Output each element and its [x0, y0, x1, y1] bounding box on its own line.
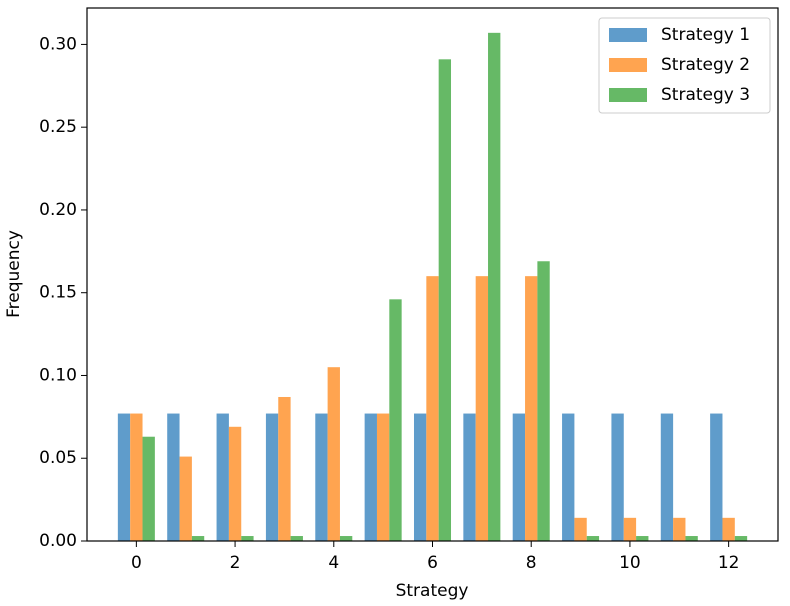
legend-label: Strategy 2	[661, 55, 750, 75]
bar	[216, 413, 229, 541]
y-tick-label: 0.25	[39, 117, 77, 137]
bar	[315, 413, 328, 541]
bar	[685, 536, 698, 541]
x-tick-label: 2	[230, 553, 241, 573]
bar	[265, 413, 279, 541]
bar	[376, 413, 390, 541]
bar	[722, 517, 735, 541]
bar	[734, 536, 748, 541]
bar	[130, 413, 143, 541]
bar	[413, 413, 427, 541]
bar	[438, 59, 452, 542]
bar	[278, 396, 291, 541]
bar	[537, 261, 550, 541]
bar	[525, 276, 538, 541]
x-tick-label: 12	[718, 553, 740, 573]
bar	[191, 536, 205, 541]
bar	[327, 367, 340, 541]
bar	[228, 426, 242, 541]
bar	[167, 413, 180, 541]
y-tick-label: 0.05	[39, 448, 77, 468]
bar	[710, 413, 723, 541]
legend-label: Strategy 1	[661, 25, 750, 45]
bar	[488, 32, 501, 541]
bar	[673, 517, 686, 541]
bar	[179, 456, 192, 541]
y-tick-label: 0.00	[39, 531, 77, 551]
bar	[512, 413, 526, 541]
x-axis-label: Strategy	[396, 581, 469, 601]
x-tick-label: 0	[131, 553, 142, 573]
bar	[660, 413, 674, 541]
bar	[463, 413, 476, 541]
bar	[636, 536, 649, 541]
legend-swatch	[609, 58, 647, 72]
bar	[475, 276, 489, 541]
bar	[117, 413, 131, 541]
bar	[364, 413, 377, 541]
y-tick-label: 0.15	[39, 283, 77, 303]
y-tick-label: 0.20	[39, 200, 77, 220]
legend-swatch	[609, 88, 647, 102]
bar	[623, 517, 637, 541]
bar	[142, 436, 155, 541]
y-tick-label: 0.10	[39, 365, 77, 385]
y-axis-label: Frequency	[4, 230, 24, 318]
bar	[290, 536, 303, 541]
x-tick-label: 8	[526, 553, 537, 573]
x-tick-label: 4	[328, 553, 339, 573]
bar	[241, 536, 254, 541]
bar	[574, 517, 587, 541]
bar	[389, 299, 402, 541]
bar	[339, 536, 353, 541]
x-tick-label: 10	[619, 553, 641, 573]
x-tick-label: 6	[427, 553, 438, 573]
y-tick-label: 0.30	[39, 34, 77, 54]
legend-swatch	[609, 28, 647, 42]
bar	[586, 536, 600, 541]
bar	[562, 413, 575, 541]
legend-label: Strategy 3	[661, 85, 750, 105]
bar	[611, 413, 624, 541]
bar	[426, 276, 439, 541]
